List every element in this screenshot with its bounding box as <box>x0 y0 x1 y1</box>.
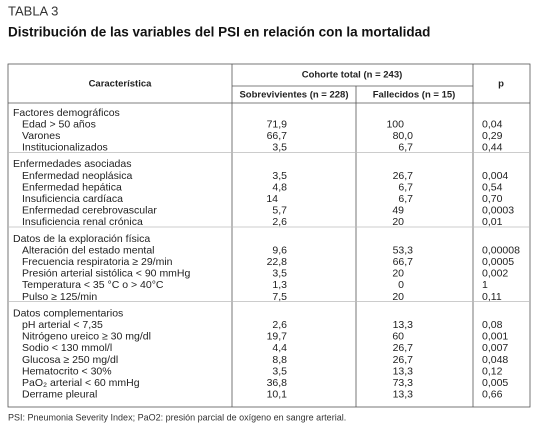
cell-value: 2,6 <box>272 216 287 228</box>
cell-value: 0,70 <box>482 193 503 205</box>
cell-value: 73,3 <box>393 377 414 389</box>
cell-value: 66,7 <box>267 130 288 142</box>
cell-value: 3,5 <box>272 365 287 377</box>
row-label: Insuficiencia renal crónica <box>22 216 143 228</box>
group-label: Factores demográficos <box>13 107 120 119</box>
row-label: Derrame pleural <box>22 389 97 401</box>
cell-value: 0,001 <box>482 331 508 343</box>
column-header: Fallecidos (n = 15) <box>373 90 456 101</box>
cell-value: 6,7 <box>398 193 413 205</box>
cell-value: 36,8 <box>267 377 288 389</box>
cell-value: 4,8 <box>272 181 287 193</box>
cell-value: 0 <box>398 279 404 291</box>
cell-value: 60 <box>392 331 404 343</box>
column-header: Característica <box>89 79 153 90</box>
row-label: Enfermedad hepática <box>22 181 122 193</box>
row-label: PaO₂ arterial < 60 mmHg <box>22 377 140 389</box>
cell-value: 5,7 <box>272 205 287 217</box>
cell-value: 0,01 <box>482 216 503 228</box>
cell-value: 0,048 <box>482 354 508 366</box>
cell-value: 20 <box>392 216 404 228</box>
cell-value: 0,11 <box>482 291 502 303</box>
row-label: Alteración del estado mental <box>22 244 155 256</box>
cell-value: 20 <box>392 268 404 280</box>
cell-value: 14 <box>266 193 278 205</box>
cell-value: 0,0005 <box>482 256 514 268</box>
group-label: Datos de la exploración física <box>13 233 150 245</box>
cell-value: 100 <box>386 118 404 130</box>
row-label: Institucionalizados <box>22 142 108 154</box>
cell-value: 6,7 <box>398 181 413 193</box>
row-label: Pulso ≥ 125/min <box>22 291 97 303</box>
cell-value: 1,3 <box>272 279 287 291</box>
cell-value: 0,004 <box>482 170 508 182</box>
row-label: Frecuencia respiratoria ≥ 29/min <box>22 256 173 268</box>
cell-value: 26,7 <box>393 170 414 182</box>
cell-value: 0,007 <box>482 342 508 354</box>
row-label: Hematocrito < 30% <box>22 365 112 377</box>
cell-value: 0,29 <box>482 130 503 142</box>
table-border <box>7 63 531 408</box>
row-label: Nitrógeno ureico ≥ 30 mg/dl <box>22 331 151 343</box>
cell-value: 66,7 <box>393 256 414 268</box>
cell-value: 13,3 <box>393 319 414 331</box>
cell-value: 80,0 <box>393 130 414 142</box>
row-label: Enfermedad neoplásica <box>22 170 132 182</box>
row-label: Presión arterial sistólica < 90 mmHg <box>22 268 191 280</box>
column-header: Sobrevivientes (n = 228) <box>239 90 348 101</box>
row-label: Enfermedad cerebrovascular <box>22 205 157 217</box>
row-label: Edad > 50 años <box>22 118 96 130</box>
cell-value: 0,005 <box>482 377 508 389</box>
column-header: p <box>498 79 504 90</box>
row-label: pH arterial < 7,35 <box>22 319 103 331</box>
table-label: TABLA 3 <box>8 3 58 18</box>
column-header: Cohorte total (n = 243) <box>302 70 403 81</box>
row-label: Insuficiencia cardíaca <box>22 193 123 205</box>
cell-value: 0,12 <box>482 365 503 377</box>
cell-value: 20 <box>392 291 404 303</box>
cell-value: 7,5 <box>272 291 287 303</box>
cell-value: 53,3 <box>393 244 414 256</box>
cell-value: 2,6 <box>272 319 287 331</box>
cell-value: 49 <box>392 205 404 217</box>
cell-value: 0,54 <box>482 181 503 193</box>
group-label: Enfermedades asociadas <box>13 158 132 170</box>
row-label: Temperatura < 35 °C o > 40°C <box>22 279 164 291</box>
cell-value: 0,66 <box>482 389 503 401</box>
cell-value: 10,1 <box>267 389 288 401</box>
cell-value: 6,7 <box>398 142 413 154</box>
cell-value: 13,3 <box>393 365 414 377</box>
cell-value: 3,5 <box>272 268 287 280</box>
table-title: Distribución de las variables del PSI en… <box>8 25 430 40</box>
cell-value: 0,44 <box>482 142 503 154</box>
row-label: Sodio < 130 mmol/l <box>22 342 112 354</box>
cell-value: 1 <box>482 279 488 291</box>
row-label: Varones <box>22 130 60 142</box>
cell-value: 8,8 <box>272 354 287 366</box>
cell-value: 3,5 <box>272 142 287 154</box>
cell-value: 71,9 <box>267 118 288 130</box>
cell-value: 4,4 <box>272 342 287 354</box>
group-label: Datos complementarios <box>13 307 123 319</box>
cell-value: 0,08 <box>482 319 503 331</box>
footnote: PSI: Pneumonia Severity Index; PaO2: pre… <box>8 412 346 422</box>
cell-value: 3,5 <box>272 170 287 182</box>
cell-value: 0,002 <box>482 268 508 280</box>
cell-value: 13,3 <box>393 389 414 401</box>
cell-value: 0,00008 <box>482 244 520 256</box>
cell-value: 22,8 <box>267 256 288 268</box>
cell-value: 0,0003 <box>482 205 514 217</box>
cell-value: 9,6 <box>272 244 287 256</box>
cell-value: 26,7 <box>393 342 414 354</box>
cell-value: 19,7 <box>267 331 288 343</box>
cell-value: 0,04 <box>482 118 503 130</box>
cell-value: 26,7 <box>393 354 414 366</box>
row-label: Glucosa ≥ 250 mg/dl <box>22 354 118 366</box>
